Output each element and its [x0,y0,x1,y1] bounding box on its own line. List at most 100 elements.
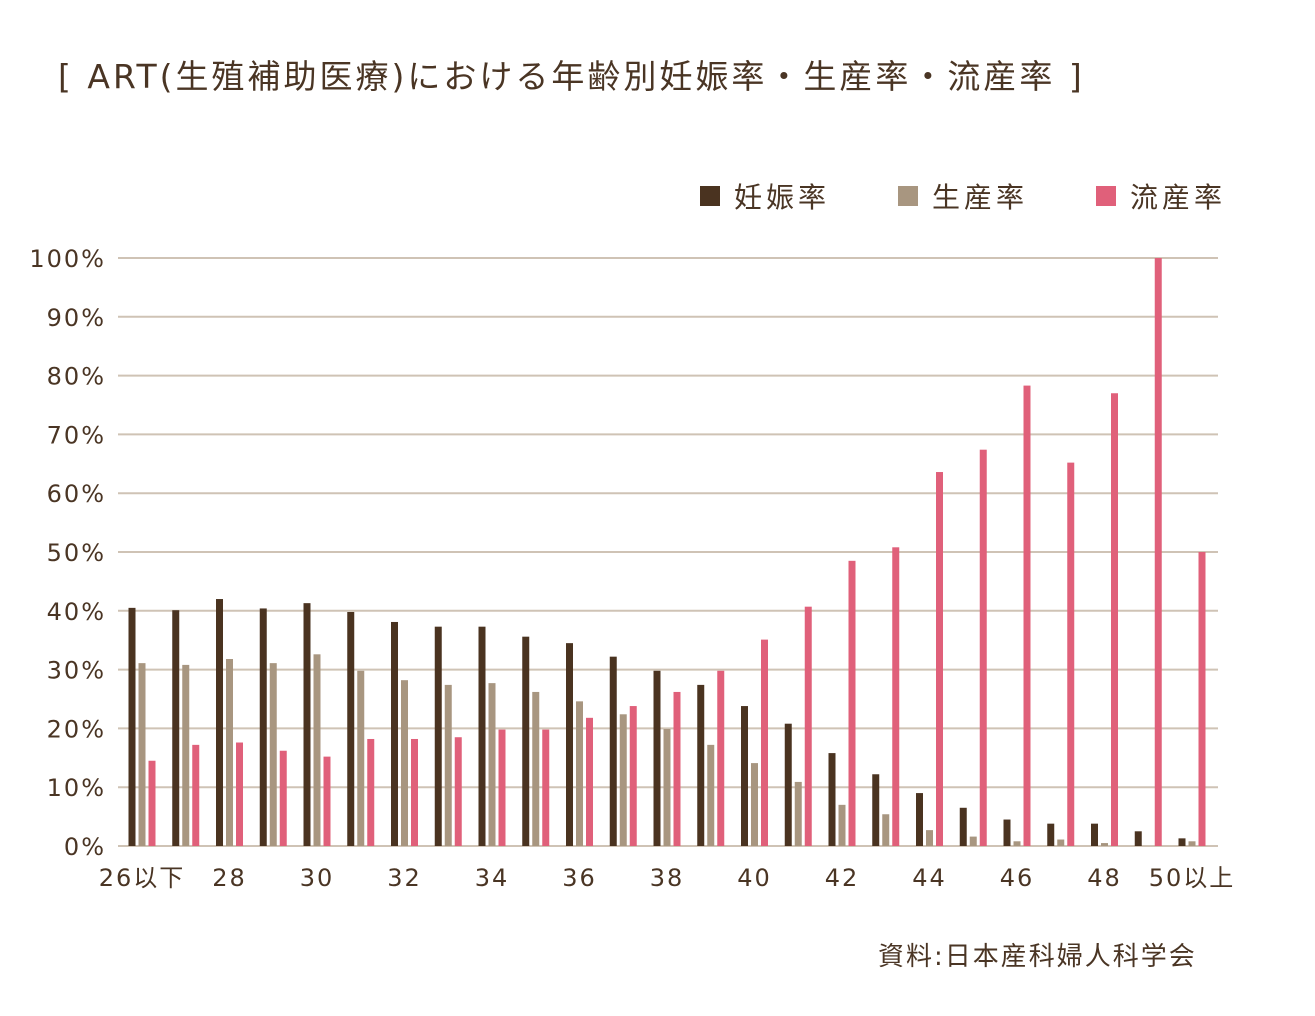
x-tick-label: 40 [737,864,772,892]
y-tick-label: 30% [47,657,106,685]
bar [1091,823,1098,846]
bar [872,774,880,846]
legend-swatch-birth [898,186,918,206]
chart-title: [ ART(生殖補助医療)における年齢別妊娠率・生産率・流産率 ] [58,57,1085,96]
bar [892,547,900,846]
x-tick-label: 46 [1000,864,1035,892]
bar [434,626,442,846]
bar [498,729,506,846]
bar [279,750,287,846]
bar [1013,841,1021,846]
x-tick-label: 42 [825,864,860,892]
bar [367,738,375,846]
bar [1067,462,1075,846]
y-tick-label: 50% [47,539,106,567]
bar [751,763,758,846]
y-tick-label: 40% [47,598,106,626]
y-tick-label: 60% [47,480,106,508]
y-tick-label: 20% [47,715,106,743]
bar [697,684,705,846]
bar [717,670,725,846]
bar [926,830,933,846]
bar [522,636,530,846]
bar [444,684,452,846]
x-tick-label: 30 [300,864,335,892]
bar [619,714,627,846]
bar [313,654,321,846]
bar [1178,838,1186,846]
bar [936,472,943,846]
bar [794,781,802,846]
bar [1111,393,1118,846]
bar [576,701,583,846]
bar [673,691,681,846]
legend-swatch-pregnancy [700,186,720,206]
x-tick-label: 28 [212,864,247,892]
y-tick-label: 100% [29,245,106,273]
bar [586,717,593,846]
bar [848,560,856,846]
bar [138,663,146,846]
bar [609,656,617,846]
bar [882,814,890,846]
bar [663,728,671,846]
bar [1057,839,1065,846]
y-tick-label: 0% [64,833,106,861]
bar [804,606,812,846]
bar [236,742,243,846]
legend-item-pregnancy: 妊娠率 [700,176,830,216]
bar [182,664,190,846]
x-tick-label: 50以上 [1149,864,1236,892]
bar [1198,552,1206,846]
y-tick-label: 70% [47,421,106,449]
y-tick-label: 80% [47,363,106,391]
y-tick-label: 90% [47,304,106,332]
bar [323,756,331,846]
bar [828,753,836,846]
bar [1154,258,1162,846]
bar [1003,819,1011,846]
legend-item-birth: 生産率 [898,176,1028,216]
bar [707,744,715,846]
bar [653,670,661,846]
bar [454,737,462,846]
legend-label-birth: 生産率 [932,181,1029,214]
x-tick-label: 38 [650,864,685,892]
bar [216,599,223,846]
bar [226,659,233,846]
bar [784,723,792,846]
bar [488,683,496,846]
legend-label-miscarriage: 流産率 [1130,181,1227,214]
bar [542,729,550,846]
bar [969,836,977,846]
source-note: 資料:日本産科婦人科学会 [878,942,1197,972]
bar [979,449,987,846]
bar [401,680,408,846]
bar [916,793,923,846]
bar [1101,843,1108,846]
bar [411,738,418,846]
bar [303,603,311,846]
bar [391,621,398,846]
bar [532,691,540,846]
bar [357,670,365,846]
x-tick-label: 36 [562,864,597,892]
x-tick-label: 48 [1087,864,1122,892]
bar [192,744,200,846]
bar [347,611,355,846]
bar [259,608,267,846]
bar [741,706,748,846]
legend-swatch-miscarriage [1096,186,1116,206]
x-tick-label: 26以下 [99,864,186,892]
bar [1023,385,1031,846]
y-tick-label: 10% [47,774,106,802]
bar [128,607,136,846]
x-tick-label: 34 [475,864,510,892]
bar [566,643,573,846]
bar [269,663,277,846]
legend-item-miscarriage: 流産率 [1096,176,1226,216]
x-tick-label: 32 [387,864,422,892]
bar [478,626,486,846]
bar [959,807,967,846]
bar [629,706,637,846]
